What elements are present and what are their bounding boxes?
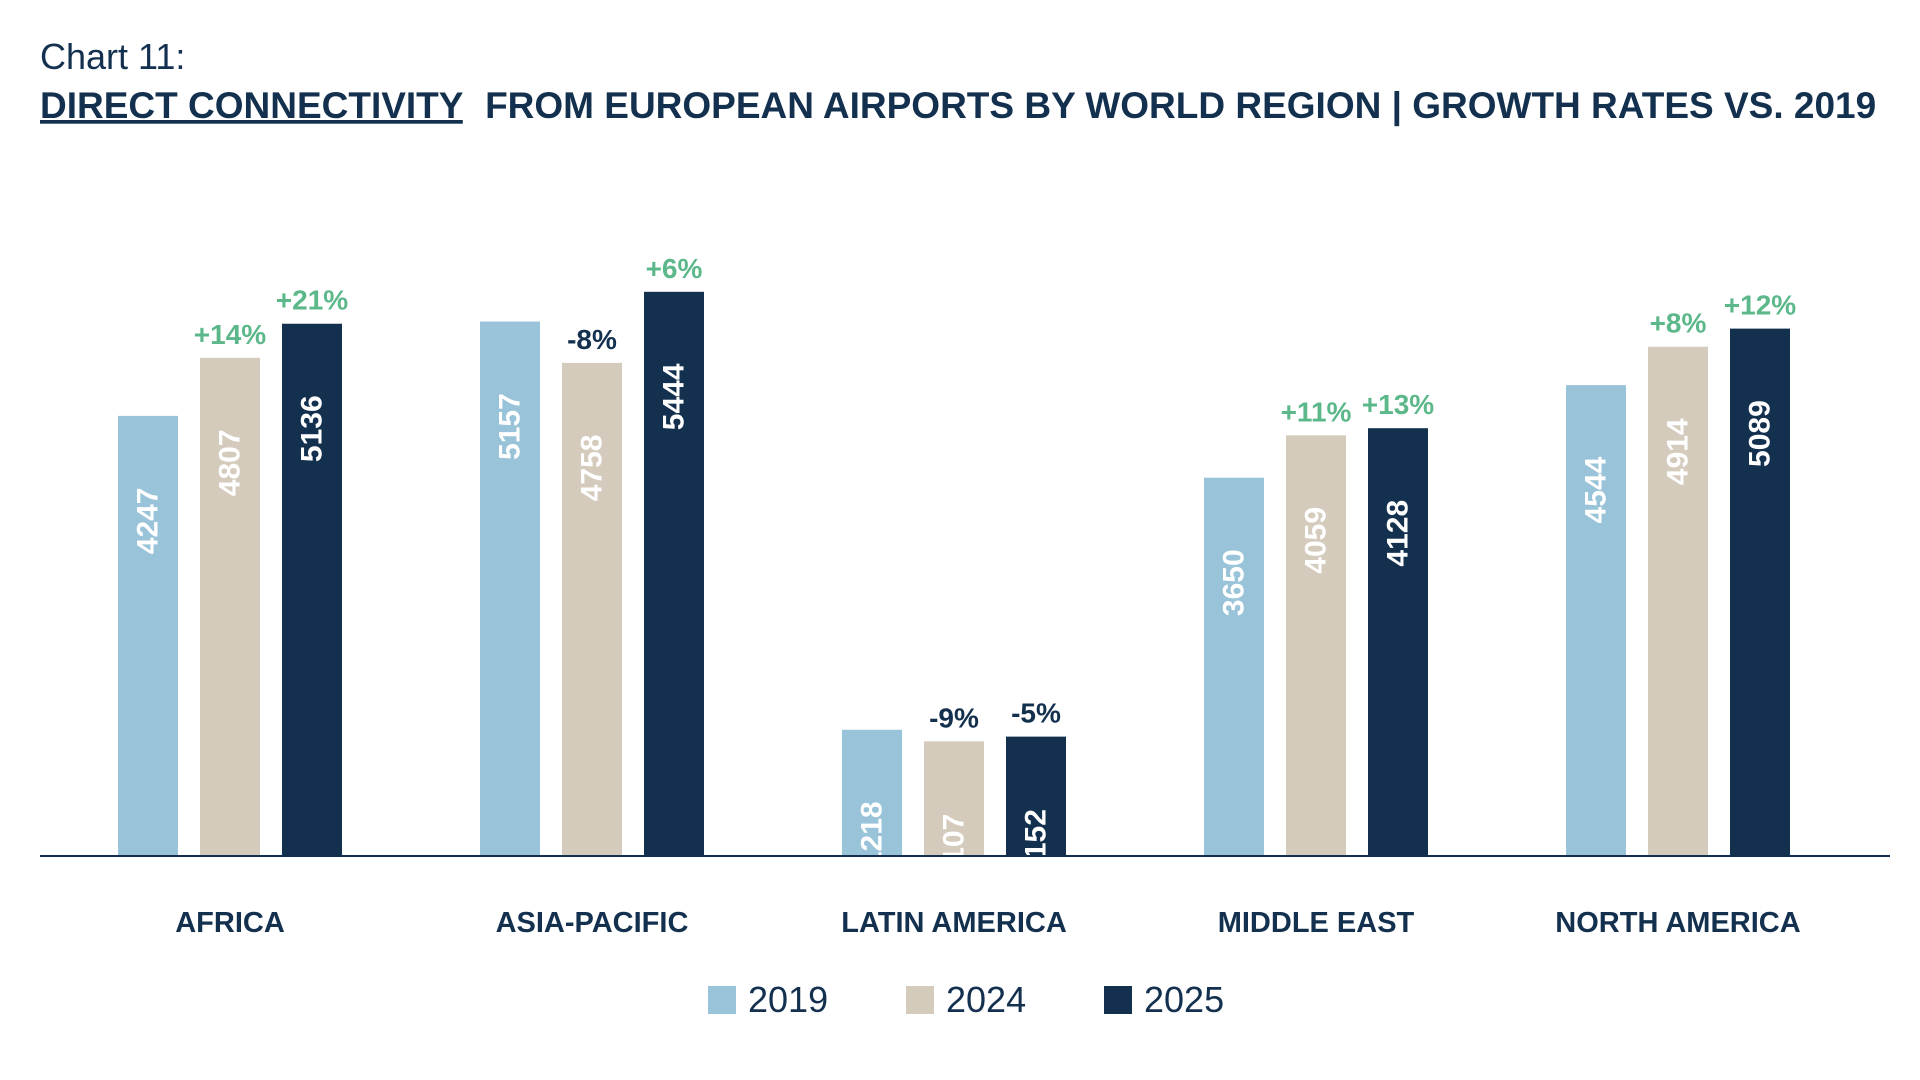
- bar-2025-north-america: [1730, 328, 1790, 857]
- growth-label: +13%: [1362, 389, 1434, 420]
- bar-2025-latin-america: [1006, 736, 1066, 856]
- legend-label: 2024: [946, 979, 1026, 1020]
- bar-value-label: 4128: [1382, 500, 1415, 567]
- bar-value-label: 4059: [1300, 507, 1333, 574]
- bar-2019-africa: [118, 415, 178, 856]
- growth-label: -5%: [1011, 698, 1061, 729]
- bar-2019-north-america: [1566, 385, 1626, 856]
- legend-swatch-2025: [1104, 986, 1132, 1014]
- bar-2025-middle-east: [1368, 428, 1428, 856]
- growth-label: +21%: [276, 285, 348, 316]
- bar-value-label: 4247: [132, 487, 165, 554]
- category-label: NORTH AMERICA: [1555, 907, 1800, 939]
- growth-label: +12%: [1724, 290, 1796, 321]
- chart-title-rest: FROM EUROPEAN AIRPORTS BY WORLD REGION |…: [485, 85, 1876, 127]
- growth-label: +8%: [1650, 308, 1707, 339]
- bar-value-label: 1152: [1020, 809, 1053, 874]
- legend: 2019 2024 2025: [708, 979, 1224, 1020]
- bar-value-label: 4544: [1580, 456, 1613, 523]
- chart-number-label: Chart 11:: [40, 36, 185, 77]
- bar-value-label: 5089: [1744, 400, 1777, 467]
- bar-2019-latin-america: [842, 729, 902, 856]
- legend-label: 2019: [748, 979, 828, 1020]
- chart-title-underlined: DIRECT CONNECTIVITY: [40, 85, 464, 126]
- legend-label: 2025: [1144, 979, 1224, 1020]
- growth-label: +6%: [646, 253, 703, 284]
- bar-value-label: 1218: [856, 801, 889, 868]
- bar-value-label: 5444: [658, 363, 691, 430]
- growth-label: -9%: [929, 702, 979, 733]
- category-label: LATIN AMERICA: [841, 907, 1067, 939]
- chart-title: DIRECT CONNECTIVITY FROM EUROPEAN AIRPOR…: [40, 85, 1876, 127]
- category-label: ASIA-PACIFIC: [496, 907, 689, 939]
- growth-label: +11%: [1281, 396, 1352, 427]
- bar-value-label: 4914: [1662, 418, 1695, 485]
- bar-value-label: 5136: [296, 395, 329, 462]
- legend-swatch-2019: [708, 986, 736, 1014]
- category-label: AFRICA: [175, 907, 285, 939]
- bar-2025-asia-pacific: [644, 291, 704, 856]
- bar-value-label: 5157: [494, 393, 527, 460]
- bars-layer: 4247 4807 +14% 5136 +21% 5157 4758 -8% 5444 +6% 12…: [118, 253, 1796, 879]
- bar-2025-africa: [282, 323, 342, 856]
- bar-2019-middle-east: [1204, 477, 1264, 856]
- bar-value-label: 3650: [1218, 549, 1251, 616]
- bar-2024-north-america: [1648, 346, 1708, 856]
- growth-label: +14%: [194, 319, 266, 350]
- bar-2024-asia-pacific: [562, 362, 622, 856]
- bar-2024-middle-east: [1286, 435, 1346, 856]
- growth-label: -8%: [567, 324, 617, 355]
- bar-2019-asia-pacific: [480, 321, 540, 856]
- bar-2024-africa: [200, 357, 260, 856]
- category-labels: AFRICA ASIA-PACIFIC LATIN AMERICA MIDDLE EA…: [175, 907, 1801, 939]
- legend-swatch-2024: [906, 986, 934, 1014]
- bar-value-label: 4807: [214, 429, 247, 496]
- bar-value-label: 4758: [576, 435, 609, 502]
- bar-value-label: 1107: [938, 814, 971, 879]
- bar-2024-latin-america: [924, 741, 984, 856]
- category-label: MIDDLE EAST: [1218, 907, 1415, 939]
